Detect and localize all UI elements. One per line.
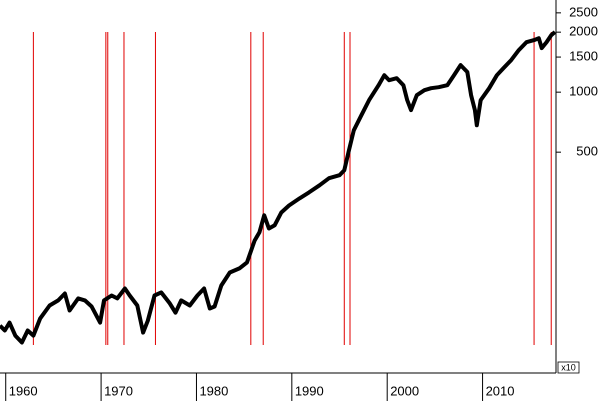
x-tick-label: 2010: [486, 383, 515, 398]
y-tick-label: 1500: [569, 49, 598, 64]
x-tick-label: 1960: [9, 383, 38, 398]
multiplier-label: x10: [561, 362, 576, 372]
y-tick-label: 500: [576, 144, 598, 159]
x-tick-label: 1970: [104, 383, 133, 398]
price-line: [0, 30, 557, 345]
multiplier-box: [557, 361, 580, 374]
x-tick-label: 1980: [199, 383, 228, 398]
y-tick-label: 2500: [569, 4, 598, 19]
x-tick-label: 2000: [390, 383, 419, 398]
y-tick-label: 2000: [569, 24, 598, 39]
y-tick-label: 1000: [569, 84, 598, 99]
x-tick-label: 1990: [295, 383, 324, 398]
